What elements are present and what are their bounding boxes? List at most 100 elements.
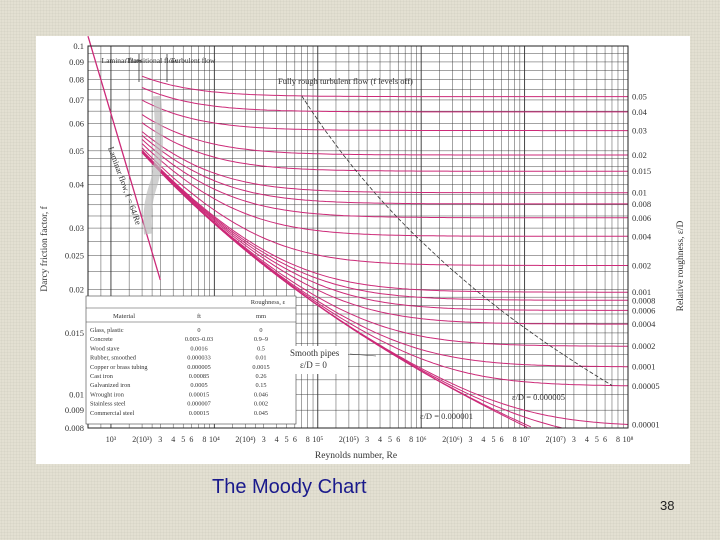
table-cell-mm: 0.26 (255, 373, 266, 380)
table-cell-ft: 0.00015 (189, 410, 209, 417)
roughness-curve (141, 75, 628, 98)
y-tick-label: 0.02 (69, 284, 84, 294)
turbulent-region-label: Turbulent flow (171, 56, 217, 65)
y-tick-labels: 0.1 0.09 0.08 0.07 0.06 0.05 0.04 0.03 0.025 0.02… (65, 41, 85, 433)
roughness-label: 0.006 (632, 213, 651, 223)
x-tick-label: 5 (285, 435, 289, 444)
roughness-curve (141, 87, 628, 113)
y-tick-label: 0.025 (65, 251, 84, 261)
table-cell-ft: 0.00015 (189, 391, 209, 398)
table-cell-material: Stainless steel (90, 401, 126, 408)
table-header-ft: ft (197, 313, 201, 320)
roughness-label: 0.0002 (632, 341, 655, 351)
table-cell-mm: 0.15 (255, 382, 266, 389)
roughness-table-rows: Glass, plastic 0 0 Concrete 0.003–0.03 0.9–9 W… (90, 327, 270, 417)
roughness-curve (141, 150, 628, 311)
roughness-curve (141, 135, 628, 205)
table-header-material: Material (113, 313, 135, 320)
table-header-mm: mm (256, 313, 266, 320)
roughness-curve (141, 151, 628, 325)
roughness-labels: 0.05 0.04 0.03 0.02 0.015 0.010.008 0.006 0.004… (632, 92, 660, 430)
roughness-label: 0.0006 (632, 305, 655, 315)
laminar-line-group (87, 36, 161, 281)
roughness-label: 0.00005 (632, 381, 660, 391)
x-tick-label: 8 (409, 435, 413, 444)
y-tick-label: 0.009 (65, 405, 84, 415)
table-cell-material: Commercial steel (90, 410, 134, 417)
table-cell-material: Rubber, smoothed (90, 355, 137, 362)
x-tick-label: 8 (306, 435, 310, 444)
y-tick-label: 0.015 (65, 328, 84, 338)
table-cell-mm: 0.01 (255, 355, 266, 362)
table-cell-ft: 0.000007 (187, 401, 211, 408)
region-header: Laminar flow Transitional flow Turbulent… (101, 54, 413, 86)
roughness-label: 0.001 (632, 287, 651, 297)
table-cell-ft: 0.003–0.03 (185, 336, 213, 343)
roughness-curves (141, 75, 629, 429)
roughness-label: 0.015 (632, 166, 651, 176)
y-tick-label: 0.07 (69, 95, 84, 105)
x-tick-label: 8 (513, 435, 517, 444)
x-tick-label: 5 (181, 435, 185, 444)
roughness-label: 0.02 (632, 150, 647, 160)
table-cell-ft: 0.0005 (190, 382, 207, 389)
y-tick-label: 0.1 (73, 41, 84, 51)
roughness-curve (141, 122, 628, 172)
table-row: Rubber, smoothed 0.000033 0.01 (90, 355, 267, 362)
y-tick-label: 0.01 (69, 389, 84, 399)
x-tick-label: 2(10³) (132, 435, 152, 444)
table-cell-mm: 0.5 (257, 345, 265, 352)
x-tick-label: 4 (378, 435, 382, 444)
smooth-pipes-ed-label: ε/D = 0 (300, 360, 327, 370)
roughness-label: 0.04 (632, 107, 648, 117)
roughness-curve (141, 139, 628, 219)
table-row: Concrete 0.003–0.03 0.9–9 (90, 336, 268, 343)
y-axis-title: Darcy friction factor, f (39, 205, 50, 291)
smooth-pipes-label: Smooth pipes (290, 348, 340, 358)
x-tick-labels: 10³ 2(10³) 3 4 5 6 8 10⁴ 2(10⁴) 3 4 5 6 8 10⁵ 2(10⁵) 3 4 5… (106, 435, 634, 444)
laminar-flow-label: Laminar flow, f = 64/Re (106, 145, 144, 226)
roughness-table-box (85, 295, 297, 425)
roughness-label: 0.03 (632, 126, 647, 136)
right-axis-title: Relative roughness, ε/D (676, 220, 686, 311)
x-tick-label: 3 (365, 435, 369, 444)
roughness-curve (141, 131, 628, 194)
roughness-label: 0.008 (632, 199, 651, 209)
smooth-pipes-label-bg (288, 346, 348, 374)
slide-caption: The Moody Chart (212, 476, 367, 498)
table-cell-material: Wood stave (90, 345, 120, 352)
moody-chart: 10³ 2(10³) 3 4 5 6 8 10⁴ 2(10⁴) 3 4 5 6 8 10⁵ 2(10⁵) 3 4 5… (39, 36, 686, 461)
x-tick-label: 5 (491, 435, 495, 444)
roughness-curve (141, 143, 628, 237)
x-tick-label: 3 (572, 435, 576, 444)
plot-frame (87, 45, 629, 429)
roughness-curve (141, 99, 628, 132)
roughness-curve (141, 149, 628, 293)
table-row: Cast iron 0.00085 0.26 (90, 373, 267, 380)
y-tick-label: 0.09 (69, 57, 84, 67)
x-tick-label: 2(10⁷) (546, 435, 566, 444)
x-tick-label: 10⁸ (623, 435, 634, 444)
table-cell-ft: 0.000005 (187, 364, 211, 371)
x-tick-label: 8 (202, 435, 206, 444)
table-row: Copper or brass tubing 0.000005 0.0015 (90, 364, 270, 371)
laminar-line (87, 36, 161, 281)
table-row: Galvanized iron 0.0005 0.15 (90, 382, 267, 389)
table-cell-mm: 0.9–9 (254, 336, 268, 343)
roughness-label: 0.0008 (632, 296, 655, 306)
roughness-label: 0.0001 (632, 362, 655, 372)
ed-0000001-label: ε/D = 0.000001 (420, 411, 473, 421)
y-tick-label: 0.08 (69, 75, 84, 85)
table-cell-ft: 0.00085 (189, 373, 209, 380)
roughness-label: 0.002 (632, 261, 651, 271)
x-tick-label: 4 (585, 435, 589, 444)
x-tick-label: 2(10⁴) (235, 435, 255, 444)
x-tick-label: 6 (396, 435, 400, 444)
table-row: Stainless steel 0.000007 0.002 (90, 401, 268, 408)
x-tick-label: 10⁷ (519, 435, 530, 444)
x-axis-title: Reynolds number, Re (315, 451, 397, 461)
table-cell-ft: 0 (197, 327, 200, 334)
table-row: Wrought iron 0.00015 0.046 (90, 391, 268, 398)
table-row: Glass, plastic 0 0 (90, 327, 263, 334)
roughness-curve (141, 147, 628, 266)
